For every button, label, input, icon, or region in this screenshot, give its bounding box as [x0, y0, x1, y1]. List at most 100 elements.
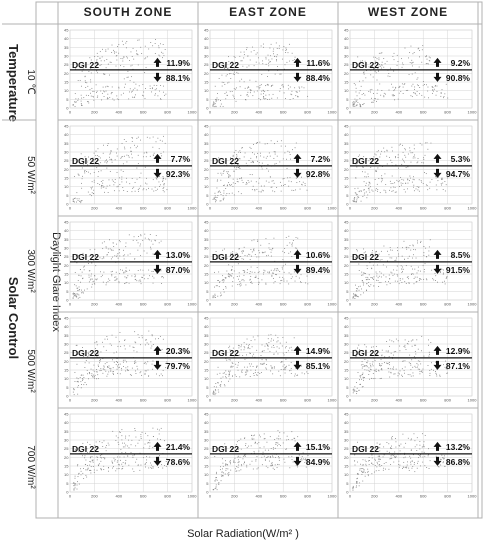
data-point — [101, 242, 103, 244]
data-point — [85, 463, 87, 465]
data-point — [265, 85, 266, 87]
data-point — [426, 256, 427, 257]
data-point — [443, 364, 444, 366]
data-point — [256, 86, 258, 88]
data-point — [381, 354, 383, 356]
data-point — [240, 51, 242, 53]
data-point — [149, 456, 151, 458]
data-point — [144, 370, 146, 372]
data-point — [440, 92, 442, 94]
scatter-points — [352, 335, 448, 395]
data-point — [137, 136, 139, 138]
data-point — [96, 371, 98, 373]
y-tick-label: 15 — [64, 272, 69, 277]
y-tick-label: 20 — [344, 359, 349, 364]
data-point — [128, 282, 130, 284]
data-point — [389, 376, 391, 378]
data-point — [444, 465, 446, 467]
data-point — [138, 439, 140, 441]
y-tick-label: 30 — [204, 438, 209, 443]
x-tick-label: 200 — [91, 398, 98, 403]
data-point — [126, 181, 127, 183]
data-point — [256, 443, 258, 445]
data-point — [79, 288, 81, 290]
data-point — [380, 377, 382, 379]
data-point — [443, 457, 445, 459]
data-point — [443, 269, 444, 271]
data-point — [253, 239, 255, 241]
data-point — [96, 344, 98, 346]
data-point — [131, 140, 133, 142]
data-point — [373, 56, 375, 58]
data-point — [217, 258, 219, 260]
data-point — [286, 61, 288, 63]
down-arrow-icon — [293, 72, 302, 82]
data-point — [355, 91, 357, 93]
x-tick-label: 800 — [444, 110, 451, 115]
data-point — [147, 442, 149, 443]
data-point — [304, 461, 306, 463]
data-point — [378, 150, 379, 152]
data-point — [242, 458, 244, 460]
data-point — [220, 384, 222, 385]
data-point — [104, 369, 106, 371]
data-point — [217, 279, 219, 281]
data-point — [75, 101, 77, 103]
data-point — [162, 91, 164, 93]
data-point — [82, 291, 84, 293]
data-point — [237, 449, 239, 451]
data-point — [380, 365, 382, 367]
data-point — [269, 350, 271, 352]
x-tick-label: 200 — [231, 398, 238, 403]
data-point — [419, 448, 421, 450]
y-tick-label: 0 — [346, 490, 349, 495]
data-point — [232, 448, 234, 450]
data-point — [301, 183, 303, 185]
data-point — [109, 156, 110, 158]
data-point — [395, 351, 397, 352]
x-tick-label: 1000 — [468, 110, 478, 115]
data-point — [419, 56, 420, 58]
data-point — [84, 362, 86, 364]
y-tick-label: 15 — [64, 464, 69, 469]
data-point — [91, 283, 93, 285]
data-point — [234, 449, 236, 451]
data-point — [402, 433, 404, 435]
data-point — [213, 489, 215, 491]
x-tick-label: 400 — [115, 398, 122, 403]
y-tick-label: 5 — [206, 193, 209, 198]
data-point — [240, 282, 242, 284]
data-point — [352, 389, 354, 391]
data-point — [138, 39, 140, 41]
x-tick-label: 200 — [231, 110, 238, 115]
data-point — [355, 356, 357, 358]
data-point — [116, 95, 118, 97]
data-point — [235, 376, 237, 377]
data-point — [361, 171, 363, 173]
data-point — [390, 352, 392, 354]
data-point — [135, 362, 137, 364]
data-point — [262, 451, 264, 453]
data-point — [431, 92, 433, 94]
data-point — [222, 279, 224, 280]
data-point — [256, 349, 258, 351]
x-tick-label: 400 — [255, 398, 262, 403]
data-point — [423, 271, 425, 273]
data-point — [368, 160, 370, 162]
data-point — [360, 190, 362, 192]
data-point — [429, 369, 431, 371]
data-point — [99, 360, 101, 362]
data-point — [73, 488, 75, 490]
data-point — [231, 192, 233, 194]
data-point — [385, 190, 387, 192]
above-percent: 9.2% — [451, 58, 471, 68]
data-point — [377, 455, 379, 457]
data-point — [108, 278, 110, 280]
data-point — [360, 376, 362, 378]
data-point — [116, 358, 118, 359]
data-point — [298, 454, 300, 456]
data-point — [420, 465, 421, 467]
data-point — [388, 274, 390, 276]
data-point — [219, 159, 221, 161]
data-point — [243, 280, 245, 282]
